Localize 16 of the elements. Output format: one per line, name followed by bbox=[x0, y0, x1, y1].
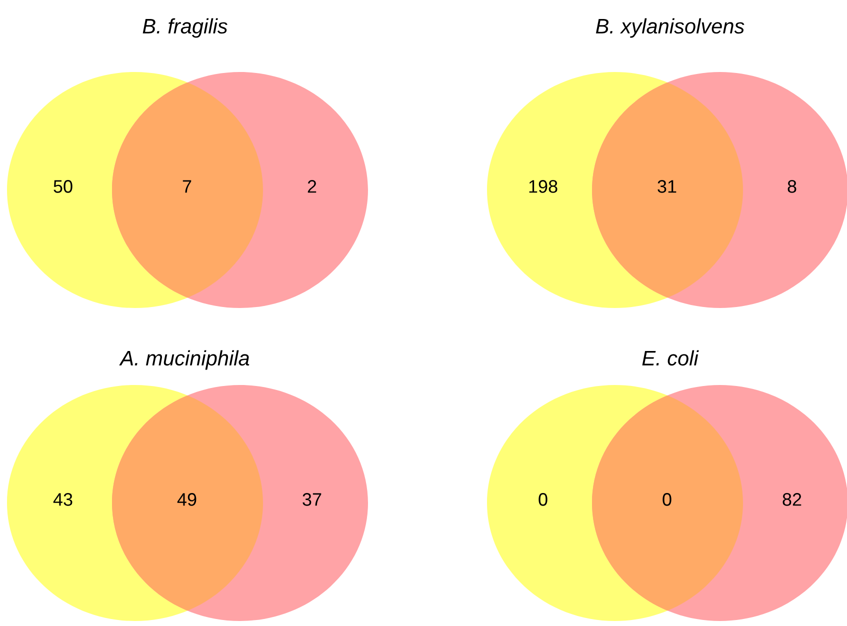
data-label: 0 bbox=[538, 493, 548, 506]
data-label: 8 bbox=[788, 180, 796, 193]
data-label: 49 bbox=[177, 493, 196, 506]
data-label: 82 bbox=[782, 493, 802, 506]
text: B. fragilis bbox=[142, 18, 228, 38]
data-label: 31 bbox=[658, 180, 676, 193]
data-label: 7 bbox=[182, 180, 192, 193]
data-label: 198 bbox=[529, 180, 558, 193]
data-label: 37 bbox=[302, 493, 322, 506]
text: B. xylanisolvens bbox=[596, 18, 744, 38]
text: A. muciniphila bbox=[119, 350, 250, 370]
text: E. coli bbox=[642, 350, 699, 366]
data-label: 2 bbox=[308, 180, 316, 193]
data-label: 0 bbox=[662, 493, 672, 506]
data-label: 50 bbox=[54, 180, 72, 193]
data-label: 43 bbox=[53, 493, 72, 506]
